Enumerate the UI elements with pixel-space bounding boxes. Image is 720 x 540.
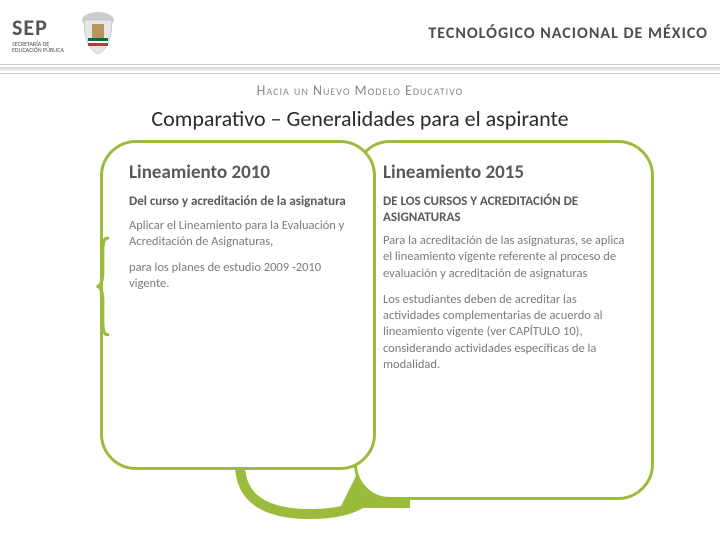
divider-line-1 [0,64,720,65]
gradient-bar [0,67,720,71]
brace-icon: { [93,250,113,310]
panel-2015-title: Lineamiento 2015 [383,161,629,184]
panel-2015-sub: DE LOS CURSOS Y ACREDITACIÓN DE ASIGNATU… [383,194,629,225]
tnm-title: TECNOLÓGICO NACIONAL DE MÉXICO [428,24,708,43]
panel-2015-p2: Los estudiantes deben de acreditar las a… [383,292,629,373]
header: SEP SECRETARÍA DE EDUCACIÓN PÚBLICA TECN… [0,0,720,62]
panel-2010-p2: para los planes de estudio 2009 -2010 vi… [129,260,351,293]
panel-2010-title: Lineamiento 2010 [129,161,351,184]
sep-logo: SEP SECRETARÍA DE EDUCACIÓN PÚBLICA [12,14,64,53]
slide-title: Comparativo – Generalidades para el aspi… [0,101,720,140]
panel-2015: Lineamiento 2015 DE LOS CURSOS Y ACREDIT… [354,140,654,500]
sep-text: SEP [12,14,48,41]
panel-2010: Lineamiento 2010 Del curso y acreditació… [100,140,376,470]
sep-sub2: EDUCACIÓN PÚBLICA [12,47,64,53]
panel-2015-p1: Para la acreditación de las asignaturas,… [383,233,629,282]
panel-2010-p1: Aplicar el Lineamiento para la Evaluació… [129,218,351,251]
panel-2010-sub: Del curso y acreditación de la asignatur… [129,194,351,210]
shield-icon [78,10,118,56]
logo-group-left: SEP SECRETARÍA DE EDUCACIÓN PÚBLICA [12,10,118,56]
subtitle: Hacia un Nuevo Modelo Educativo [0,76,720,101]
divider-line-2 [0,73,720,74]
